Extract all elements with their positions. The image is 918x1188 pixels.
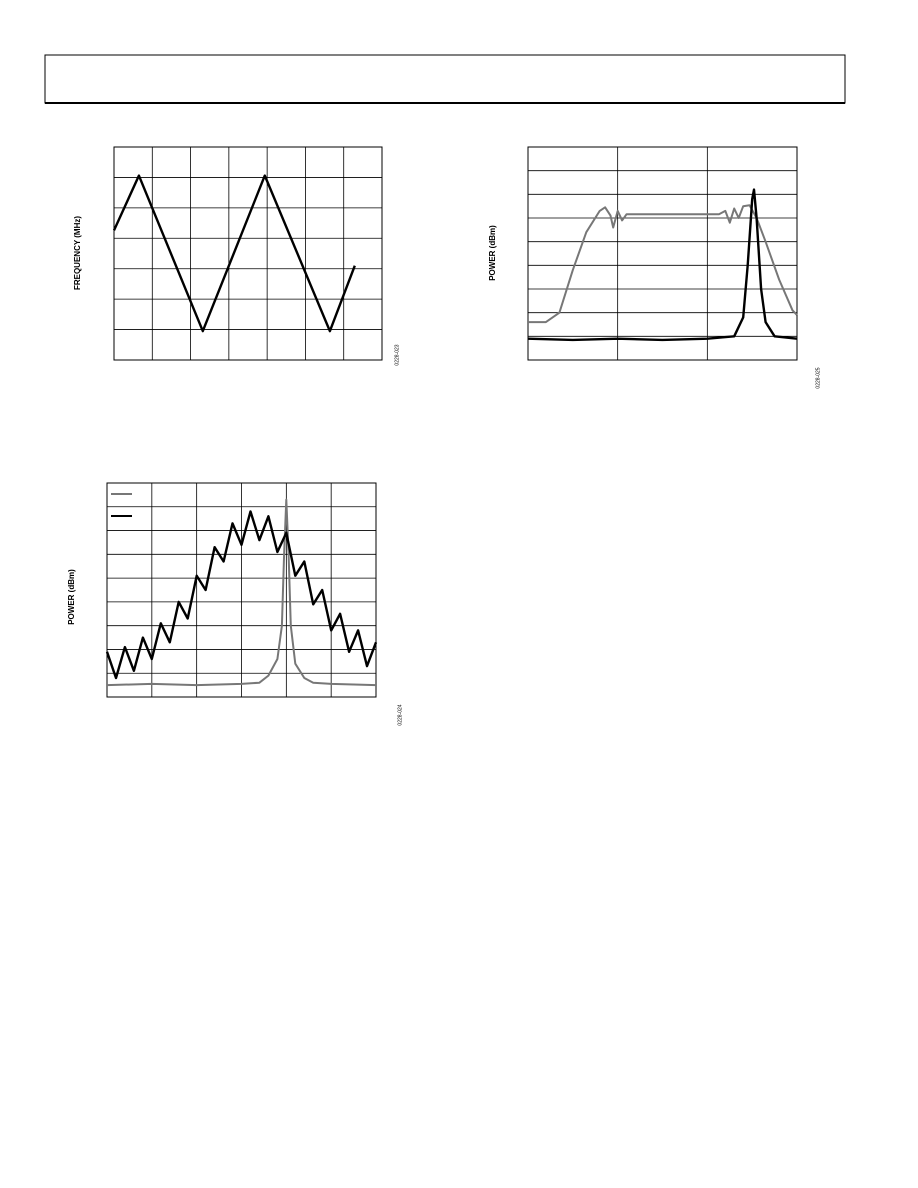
figure-code: 0228-024	[397, 704, 403, 725]
y-axis-label: FREQUENCY (MHz)	[73, 216, 82, 290]
figure-code: 0228-023	[394, 344, 400, 365]
y-axis-label: POWER (dBm)	[488, 225, 497, 281]
header-box	[44, 54, 846, 104]
y-axis-label: POWER (dBm)	[67, 569, 76, 625]
series-line	[527, 188, 798, 342]
series-line	[106, 498, 377, 687]
series-line	[105, 510, 378, 680]
plot-frame	[527, 146, 798, 361]
plot-frame	[113, 146, 383, 361]
series-line	[112, 174, 356, 333]
figure-code: 0228-025	[815, 367, 821, 388]
